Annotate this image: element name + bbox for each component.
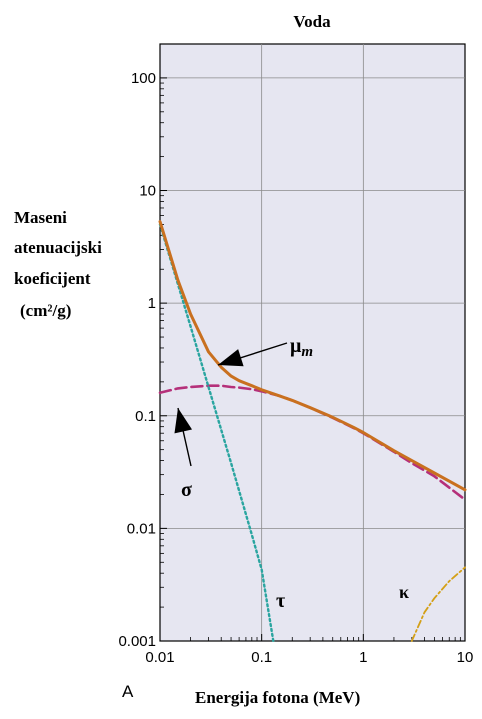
series-layer (158, 220, 467, 643)
series-line-mu-m (158, 220, 467, 492)
panel-label: A (122, 682, 134, 701)
y-axis-label-line-1: Maseni (14, 208, 67, 227)
sigma-arrow-head (174, 408, 193, 434)
y-axis-label-line-4: (cm²/g) (20, 301, 71, 320)
mu-m-arrow-head (218, 349, 244, 367)
x-tick-label: 10 (457, 649, 474, 666)
y-tick-label: 10 (139, 183, 156, 200)
x-tick-label: 0.1 (251, 649, 272, 666)
y-axis-label-line-3: koeficijent (14, 269, 91, 288)
tau-annotation: τ (276, 590, 285, 612)
chart-title: Voda (293, 12, 331, 31)
grid-lines (160, 44, 465, 641)
sigma-annotation: σ (181, 479, 192, 501)
plot-background (159, 43, 466, 642)
x-tick-label: 1 (359, 649, 367, 666)
series-line-tau (158, 223, 275, 643)
y-tick-label: 0.1 (135, 408, 156, 425)
y-tick-label: 1 (148, 295, 156, 312)
y-axis-label-line-2: atenuacijski (14, 238, 102, 257)
annotation-arrows (174, 342, 288, 467)
series-line-kappa (410, 566, 466, 642)
y-tick-label: 0.01 (127, 520, 156, 537)
kappa-annotation: κ (399, 582, 409, 602)
y-tick-label: 0.001 (118, 633, 156, 650)
y-tick-label: 100 (131, 70, 156, 87)
x-tick-label: 0.01 (145, 649, 174, 666)
mu-m-annotation: μm (290, 335, 313, 360)
x-axis-label: Energija fotona (MeV) (195, 688, 360, 707)
